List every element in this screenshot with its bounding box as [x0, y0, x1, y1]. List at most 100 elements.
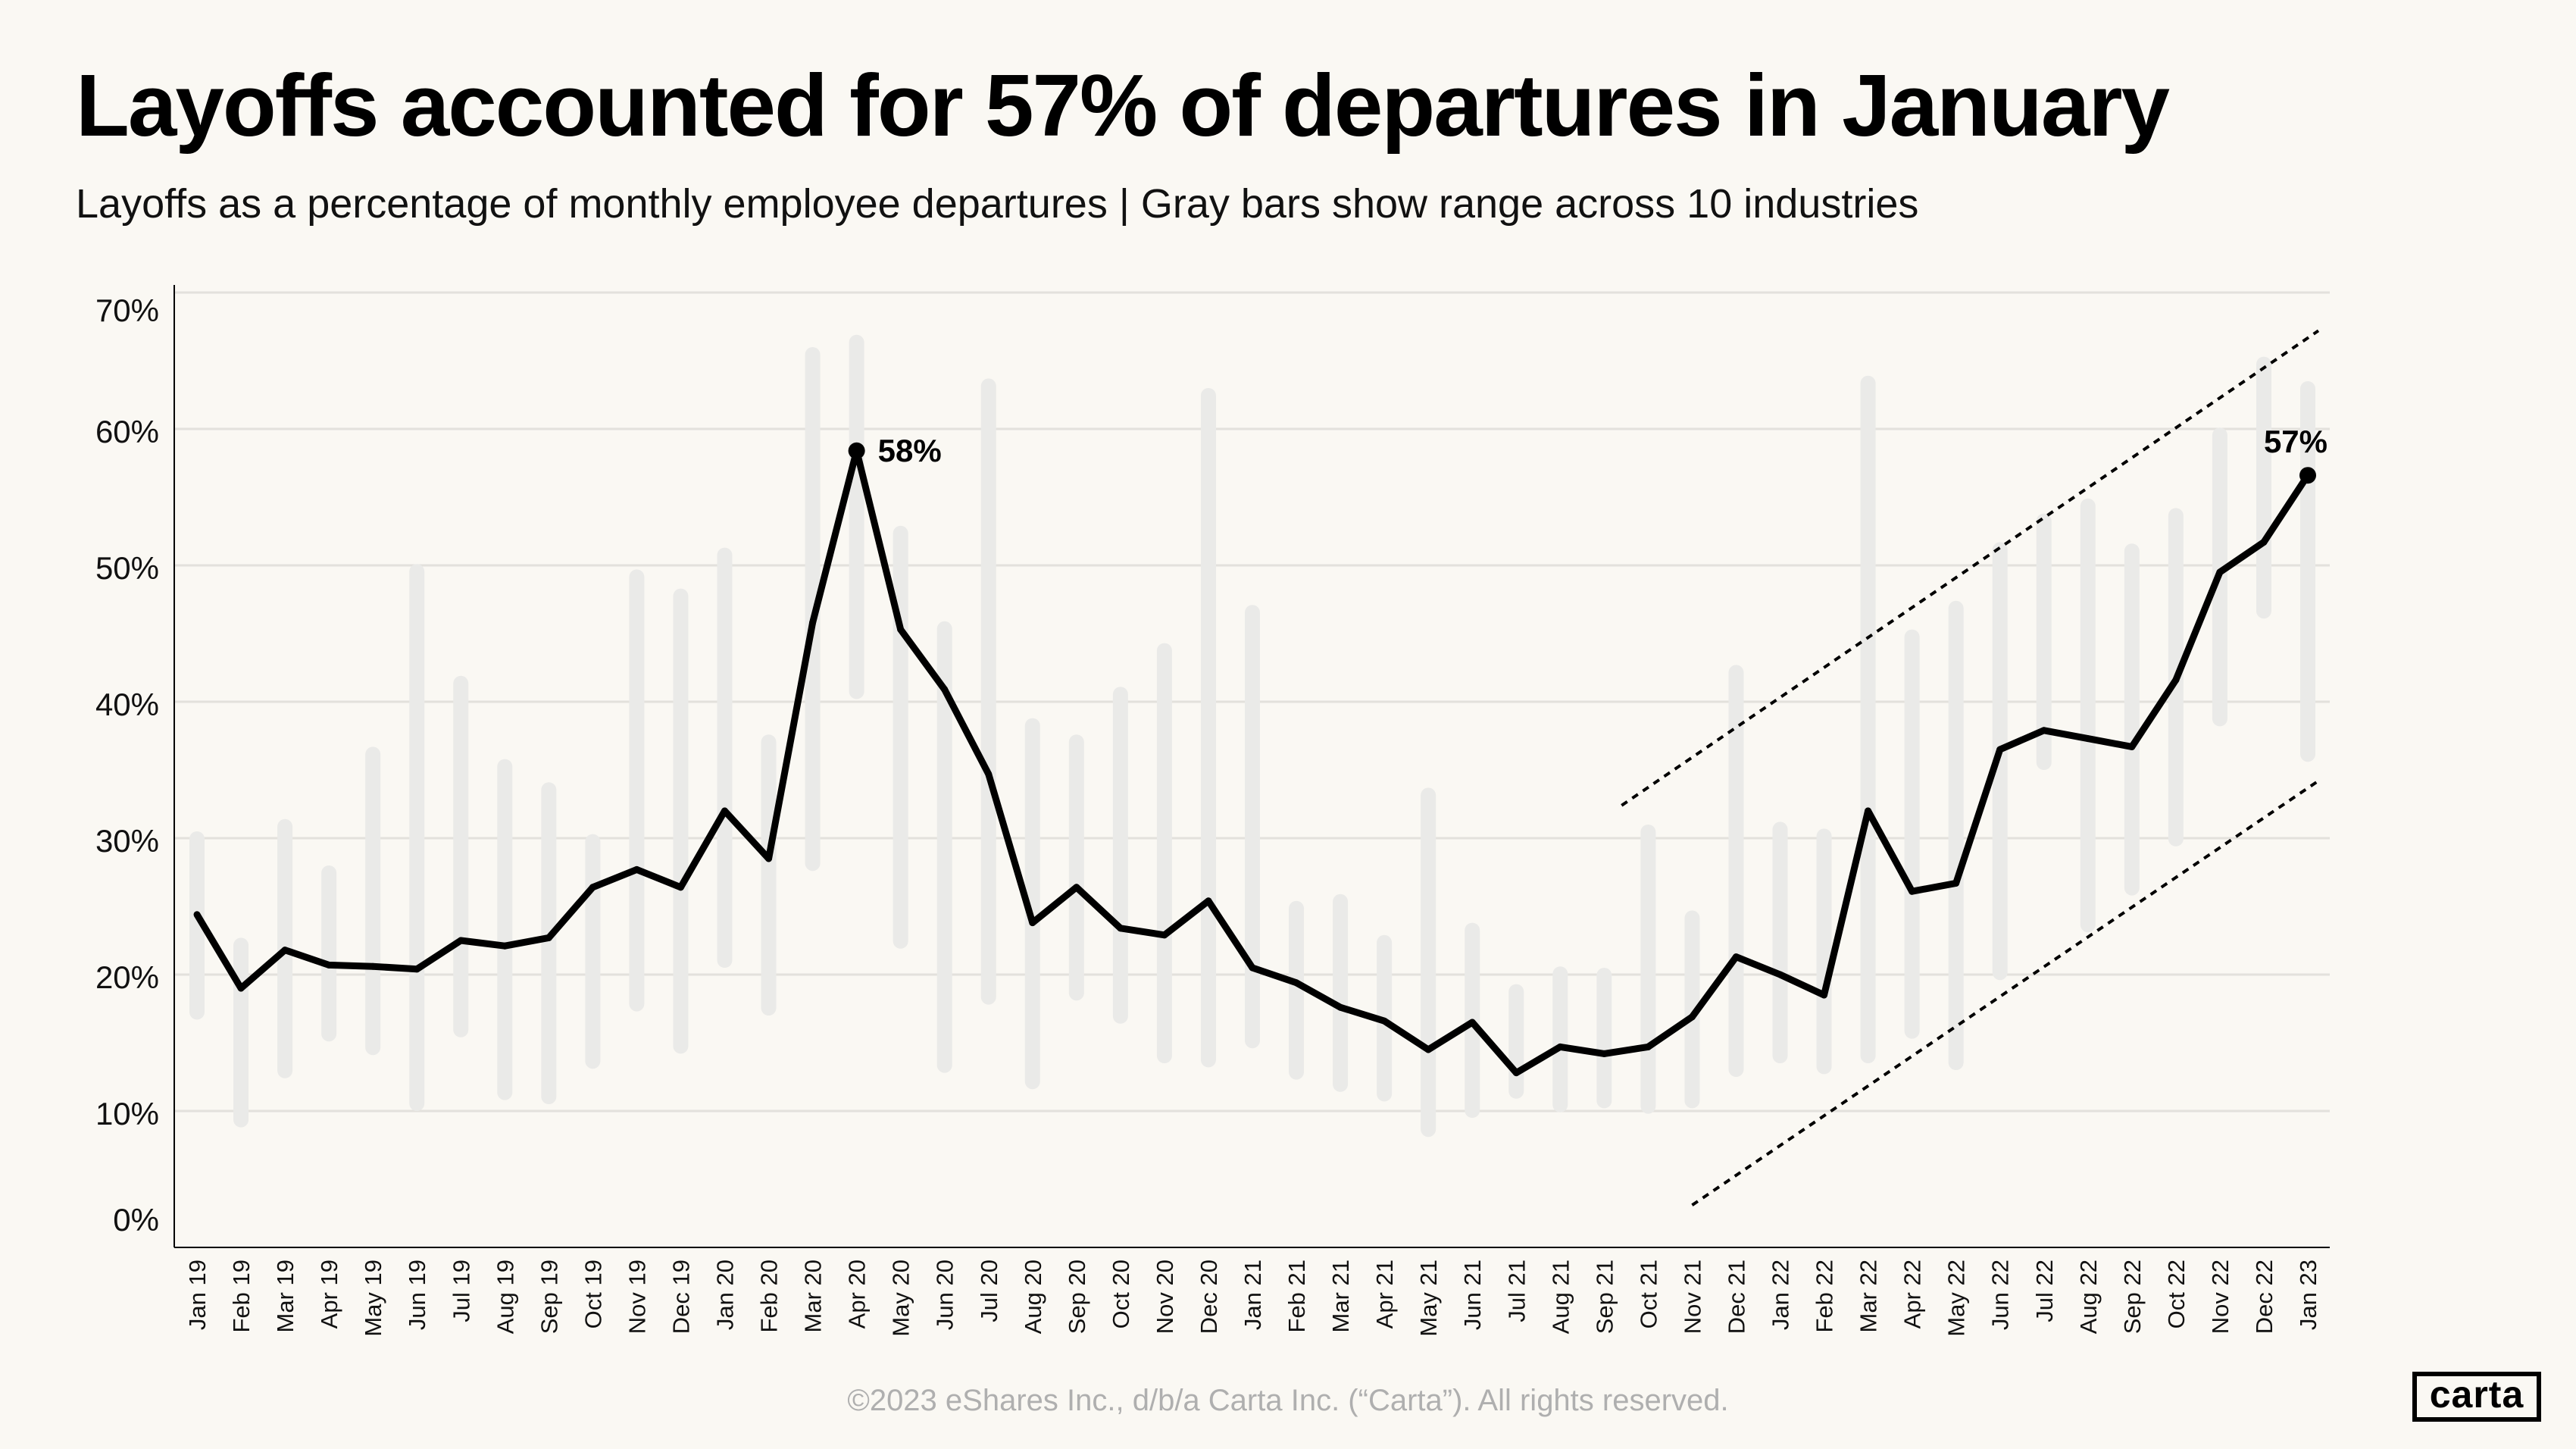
range-bar	[1200, 388, 1216, 1068]
range-bar	[1508, 984, 1524, 1099]
range-bar	[1640, 825, 1656, 1114]
x-tick-label: Oct 21	[1635, 1260, 1662, 1329]
data-point	[1821, 991, 1828, 999]
data-point	[1424, 1046, 1432, 1053]
copyright-footer: ©2023 eShares Inc., d/b/a Carta Inc. (“C…	[847, 1384, 1729, 1417]
x-tick-label: Dec 20	[1196, 1260, 1222, 1334]
trend-line	[1691, 779, 2320, 1206]
x-tick-label: Sep 22	[2119, 1260, 2146, 1334]
data-point	[1909, 887, 1916, 895]
range-bar	[453, 675, 469, 1037]
annotation-marker	[2299, 467, 2316, 484]
x-tick-label: Apr 19	[316, 1260, 342, 1329]
data-point	[1117, 925, 1124, 932]
y-tick-label: 70%	[95, 293, 159, 328]
y-tick-label: 50%	[95, 550, 159, 586]
data-point	[281, 947, 289, 954]
data-point	[1556, 1043, 1564, 1050]
range-bar	[1552, 966, 1568, 1113]
data-point	[765, 855, 773, 862]
range-bar	[1728, 665, 1744, 1077]
data-point	[809, 619, 817, 627]
data-point	[2040, 727, 2048, 734]
data-point	[633, 865, 640, 873]
x-tick-label: Jan 21	[1240, 1260, 1266, 1330]
range-bar	[1245, 605, 1260, 1049]
x-tick-label: Feb 22	[1812, 1260, 1838, 1333]
x-tick-label: Aug 20	[1020, 1260, 1046, 1334]
range-bar	[585, 834, 601, 1069]
data-point	[1952, 879, 1960, 887]
x-tick-label: Aug 22	[2075, 1260, 2102, 1334]
trend-channel	[1621, 329, 2320, 1206]
chart-subtitle: Layoffs as a percentage of monthly emplo…	[76, 181, 1919, 227]
x-tick-label: Mar 22	[1855, 1260, 1882, 1332]
range-bar	[2080, 498, 2096, 933]
x-tick-label: Feb 21	[1283, 1260, 1310, 1333]
data-point	[677, 884, 684, 891]
x-tick-label: Feb 19	[228, 1260, 255, 1333]
data-point	[1073, 884, 1080, 891]
range-bar	[717, 547, 733, 968]
range-bar	[1684, 910, 1700, 1109]
x-tick-label: May 21	[1415, 1260, 1442, 1337]
range-bar	[497, 759, 513, 1100]
data-point	[457, 937, 464, 944]
range-bar	[1992, 542, 2008, 981]
data-point	[545, 934, 552, 941]
data-point	[2260, 538, 2268, 546]
data-point	[1688, 1013, 1696, 1021]
x-tick-label: Feb 20	[756, 1260, 783, 1333]
x-tick-label: Mar 19	[272, 1260, 299, 1332]
range-bar	[980, 378, 996, 1005]
range-bar	[629, 569, 645, 1012]
data-point	[1777, 971, 1784, 978]
x-tick-label: Jul 19	[448, 1260, 474, 1322]
range-bar	[1333, 893, 1349, 1092]
x-tick-label: Jan 22	[1768, 1260, 1794, 1330]
x-tick-label: Oct 19	[580, 1260, 606, 1329]
x-tick-label: Nov 20	[1152, 1260, 1178, 1334]
x-tick-label: Apr 22	[1899, 1260, 1926, 1329]
x-tick-label: Jul 20	[976, 1260, 1002, 1322]
range-bar	[1772, 822, 1788, 1063]
x-tick-label: Oct 22	[2163, 1260, 2190, 1329]
annotation-label: 57%	[2264, 424, 2327, 459]
range-bar	[761, 734, 777, 1016]
data-point	[237, 984, 245, 992]
range-bar	[233, 937, 249, 1128]
data-point	[1996, 746, 2004, 753]
annotation-marker	[848, 442, 865, 459]
y-tick-label: 40%	[95, 687, 159, 722]
x-tick-label: Mar 20	[800, 1260, 827, 1332]
x-tick-label: Oct 20	[1108, 1260, 1134, 1329]
x-tick-label: Jan 23	[2295, 1260, 2321, 1330]
y-tick-label: 30%	[95, 823, 159, 859]
range-bar	[1068, 734, 1084, 1001]
data-point	[1468, 1019, 1476, 1026]
y-tick-label: 20%	[95, 959, 159, 995]
x-tick-label: Dec 21	[1723, 1260, 1749, 1334]
x-tick-label: Jul 21	[1503, 1260, 1530, 1322]
x-tick-label: May 19	[360, 1260, 386, 1337]
data-point	[941, 686, 949, 693]
x-tick-label: Jun 20	[932, 1260, 958, 1330]
x-tick-labels: Jan 19 Feb 19 Mar 19 Apr 19 May 19 Jun 19 Jul …	[184, 1260, 2321, 1337]
range-bar	[2256, 356, 2271, 619]
range-bar	[1816, 828, 1832, 1075]
x-tick-label: Aug 19	[492, 1260, 518, 1334]
range-bar	[893, 525, 908, 949]
range-bar	[321, 865, 337, 1042]
data-point	[413, 965, 420, 973]
range-bar	[1024, 718, 1040, 1090]
x-tick-label: May 20	[888, 1260, 914, 1337]
x-tick-label: Jan 19	[184, 1260, 211, 1330]
data-point	[1249, 964, 1256, 972]
y-tick-label: 0%	[113, 1202, 159, 1238]
x-tick-label: Jul 22	[2031, 1260, 2058, 1322]
logo-text: carta	[2429, 1373, 2524, 1416]
range-bar	[936, 621, 952, 1073]
data-point	[897, 626, 905, 634]
range-bar	[1156, 643, 1172, 1063]
